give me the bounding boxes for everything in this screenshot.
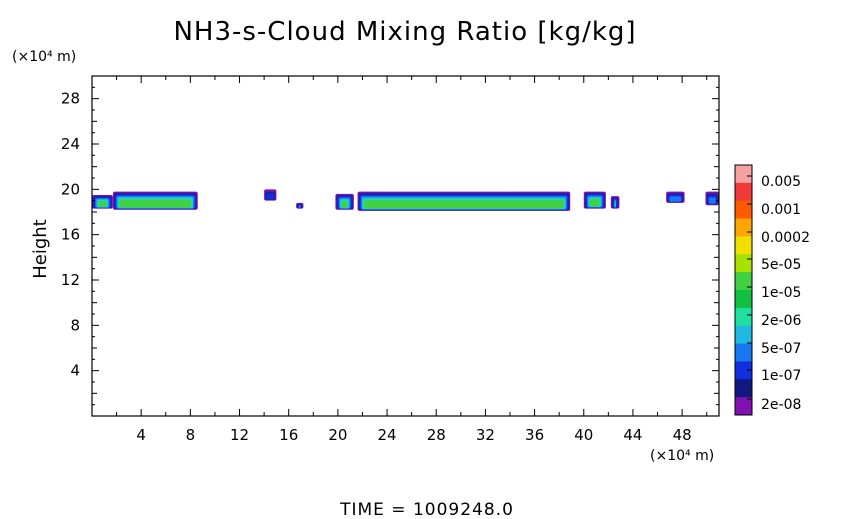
x-axis: 4 8 12 16 20 24 28 32 36 40 44 48 (116, 76, 708, 444)
colorbar-swatch (735, 397, 752, 416)
cloud-layer-band (98, 201, 107, 207)
plot-frame (91, 75, 720, 417)
colorbar-swatch (735, 307, 752, 327)
colorbar-swatch (735, 165, 752, 184)
colorbar-swatch (735, 343, 752, 362)
x-tick-label: 44 (623, 426, 642, 444)
time-label: TIME = 1009248.0 (339, 500, 514, 519)
y-tick-label: 12 (61, 271, 80, 289)
cloud-layer-band (342, 201, 348, 208)
y-tick-label: 16 (61, 226, 80, 244)
x-tick-label: 48 (673, 426, 692, 444)
colorbar-swatch (735, 379, 752, 398)
colorbar-label: 0.005 (761, 174, 801, 190)
cloud-layer-band (590, 199, 600, 207)
cloud-layer-band (614, 201, 616, 208)
colorbar-swatch (735, 182, 752, 202)
x-tick-label: 24 (378, 426, 397, 444)
cloud-layer-band (364, 200, 564, 209)
y-axis: 4 8 12 16 20 24 28 (61, 86, 719, 406)
cloud-layer-band (119, 199, 192, 208)
colorbar-swatch (735, 272, 752, 291)
cloud-layer-band (708, 197, 716, 204)
x-tick-label: 16 (279, 426, 298, 444)
colorbar-swatch (735, 361, 752, 380)
colorbar-label: 2e-08 (761, 397, 801, 413)
x-tick-label: 28 (427, 426, 446, 444)
colorbar-label: 1e-05 (761, 285, 801, 301)
colorbar-label: 0.0002 (761, 230, 810, 246)
x-axis-unit: (×10⁴ m) (650, 448, 714, 464)
colorbar-swatch (735, 236, 752, 255)
y-tick-label: 24 (61, 135, 80, 153)
colorbar-swatch (735, 290, 752, 309)
x-tick-label: 36 (525, 426, 544, 444)
colorbar-label: 5e-05 (761, 257, 801, 273)
colorbar-swatch (735, 200, 752, 220)
y-axis-unit: (×10⁴ m) (12, 49, 76, 65)
x-tick-label: 20 (328, 426, 347, 444)
colorbar-label: 5e-07 (761, 341, 801, 357)
x-tick-label: 40 (574, 426, 593, 444)
x-tick-label: 12 (230, 426, 249, 444)
y-tick-label: 28 (61, 90, 80, 108)
colorbar-swatch (735, 218, 752, 237)
cloud-field (92, 189, 719, 211)
colorbar-label: 0.001 (761, 202, 801, 218)
colorbar-label: 1e-07 (761, 368, 801, 384)
chart-title: NH3-s-Cloud Mixing Ratio [kg/kg] (173, 17, 636, 47)
colorbar-label: 2e-06 (761, 313, 801, 329)
y-tick-label: 8 (70, 316, 80, 334)
x-tick-label: 32 (476, 426, 495, 444)
cloud-layer-band (266, 193, 275, 200)
colorbar-swatch (735, 254, 752, 273)
colorbar-swatch (735, 325, 752, 345)
cloud-layer-band (669, 196, 682, 202)
x-tick-label: 8 (186, 426, 196, 444)
y-tick-label: 4 (70, 362, 80, 380)
colorbar-frame (734, 164, 753, 416)
x-tick-label: 4 (136, 426, 146, 444)
colorbar: 0.005 0.001 0.0002 5e-05 1e-05 2e-06 5e-07 1e-0… (734, 164, 810, 416)
y-tick-label: 20 (61, 180, 80, 198)
y-axis-label: Height (30, 219, 51, 279)
cloud-layer-band (299, 205, 301, 208)
